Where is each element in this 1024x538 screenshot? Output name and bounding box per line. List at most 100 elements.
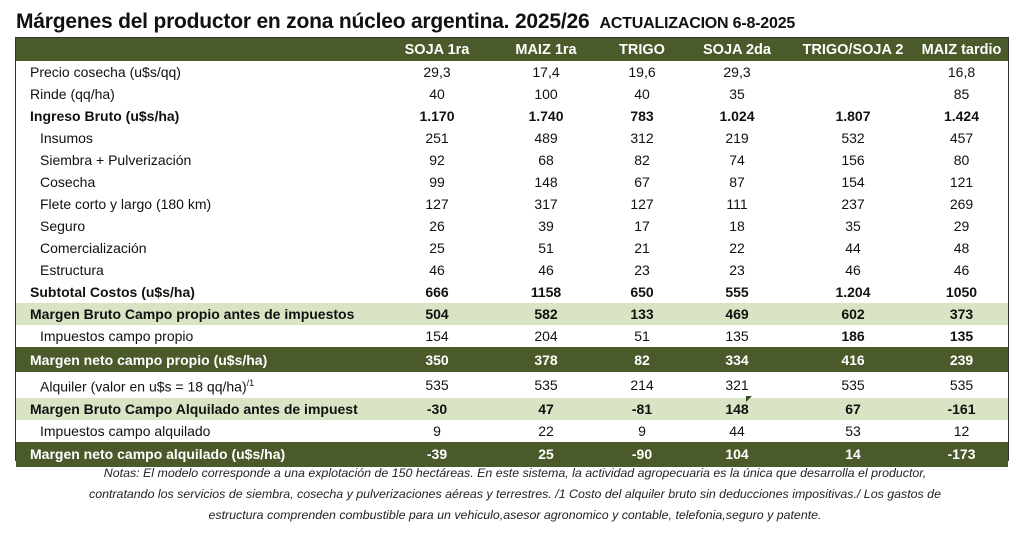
row-label: Comercialización [16, 237, 383, 259]
table-cell: 9 [433, 422, 441, 439]
table-cell [791, 61, 915, 83]
table-cell: 12 [953, 422, 970, 439]
header-row: SOJA 1ra MAIZ 1ra TRIGO SOJA 2da TRIGO/S… [16, 38, 1008, 61]
table-cell: 1.740 [528, 108, 564, 124]
table-row: Cosecha 99 148 67 87 154 121 [16, 171, 1008, 193]
table-cell: 74 [729, 152, 745, 168]
column-header: SOJA 2da [683, 38, 791, 61]
table-row: Estructura 46 46 23 23 46 46 [16, 259, 1008, 281]
table-cell: 535 [534, 376, 558, 393]
table-row: Rinde (qq/ha) 40 100 40 35 85 [16, 83, 1008, 105]
table-cell: 46 [953, 262, 970, 278]
table-cell: 18 [729, 218, 745, 234]
row-label-text: Comercialización [40, 240, 147, 256]
table-cell: 239 [915, 347, 1008, 372]
row-label-text: Margen neto campo alquilado (u$s/ha) [30, 446, 286, 463]
table-row: Impuestos campo propio 154 204 51 135 186 135 [16, 325, 1008, 347]
row-label-text: Cosecha [40, 174, 96, 190]
row-label-text: Estructura [40, 262, 104, 278]
row-label: Cosecha [16, 171, 383, 193]
table-cell: 582 [491, 303, 601, 325]
table-cell: 1.807 [835, 108, 871, 124]
table-cell: 555 [725, 284, 749, 300]
table-cell: 121 [949, 174, 974, 190]
table-cell: 350 [383, 347, 491, 372]
table-cell: 23 [634, 262, 650, 278]
row-label: Impuestos campo alquilado [16, 420, 383, 442]
table-cell: 373 [915, 303, 1008, 325]
table-cell: 237 [841, 196, 865, 212]
table-cell: 127 [630, 196, 654, 212]
update-date: ACTUALIZACION 6-8-2025 [599, 15, 796, 32]
row-label-text: Seguro [40, 218, 86, 234]
row-label-text: Alquiler (valor en u$s = 18 qq/ha) [40, 378, 247, 395]
table-cell: 334 [683, 347, 791, 372]
table-cell: 650 [630, 284, 654, 300]
row-label-text: Margen Bruto Campo propio antes de impue… [30, 306, 355, 322]
table-cell: -173 [915, 441, 1008, 467]
table-row: Impuestos campo alquilado 9 22 9 44 53 12 [16, 420, 1008, 442]
table-cell: 46 [538, 262, 554, 278]
row-label-text: Margen neto campo propio (u$s/ha) [30, 351, 268, 368]
column-header: TRIGO [601, 38, 683, 61]
table-row: Ingreso Bruto (u$s/ha) 1.170 1.740 783 1.024… [16, 105, 1008, 127]
table-row: Siembra + Pulverización 92 68 82 74 156 80 [16, 149, 1008, 171]
table-row: Subtotal Costos (u$s/ha) 666 1158 650 555 1.2… [16, 281, 1008, 303]
table-cell: 46 [845, 262, 861, 278]
table-cell: 1.424 [943, 108, 980, 124]
table-cell: 135 [949, 328, 974, 344]
table-cell: 82 [601, 347, 683, 372]
table-cell: 21 [634, 240, 650, 256]
table-cell: 1.024 [719, 108, 755, 124]
table-cell: 22 [538, 422, 554, 439]
table-cell: 214 [630, 376, 654, 393]
table-cell: 1050 [945, 284, 978, 300]
row-label-text: Flete corto y largo (180 km) [40, 196, 212, 212]
table-row: Precio cosecha (u$s/qq) 29,3 17,4 19,6 29,3 1… [16, 61, 1008, 83]
table-cell: 80 [953, 152, 970, 168]
table-cell: 133 [601, 303, 683, 325]
table-cell: 135 [725, 328, 749, 344]
table-cell: 25 [429, 240, 445, 256]
table-cell: 111 [726, 196, 748, 212]
table-cell: 1158 [530, 284, 562, 300]
table-cell: 29,3 [723, 64, 751, 80]
table-cell: 35 [729, 86, 745, 102]
table-cell: 44 [729, 422, 745, 439]
row-label: Siembra + Pulverización [16, 149, 383, 171]
cell-comment-marker [746, 396, 752, 402]
table-row: Margen Bruto Campo propio antes de impue… [16, 303, 1008, 325]
column-header: MAIZ tardio [915, 38, 1008, 61]
table-cell: 204 [534, 328, 558, 344]
table-cell: 154 [425, 328, 449, 344]
row-label-text: Subtotal Costos (u$s/ha) [30, 284, 195, 300]
table-cell: 29 [953, 218, 970, 234]
table-cell: 46 [429, 262, 445, 278]
table-cell: 16,8 [947, 64, 976, 80]
table-cell: 82 [634, 152, 650, 168]
row-label: Flete corto y largo (180 km) [16, 193, 383, 215]
table-cell: 535 [425, 376, 449, 393]
note-line: contratando los servicios de siembra, co… [89, 487, 941, 501]
table-cell: 47 [491, 397, 601, 420]
table-cell: 40 [634, 86, 650, 102]
table-cell: 504 [383, 303, 491, 325]
row-label: Seguro [16, 215, 383, 237]
table-cell: 35 [845, 218, 861, 234]
column-header: SOJA 1ra [383, 38, 491, 61]
table-cell: 148 [683, 397, 791, 420]
row-label-text: Ingreso Bruto (u$s/ha) [30, 108, 180, 124]
table-cell: -30 [383, 397, 491, 420]
row-label: Estructura [16, 259, 383, 281]
table-cell: 1.204 [835, 284, 871, 300]
row-label-text: Rinde (qq/ha) [30, 86, 115, 102]
row-label-text: Precio cosecha (u$s/qq) [30, 64, 181, 80]
page-title: Márgenes del productor en zona núcleo ar… [16, 10, 795, 34]
table-cell: 39 [538, 218, 554, 234]
table-cell: 489 [534, 130, 558, 146]
column-header: TRIGO/SOJA 2 [791, 38, 915, 61]
table-cell: 67 [634, 174, 650, 190]
table-cell: 416 [791, 347, 915, 372]
table-cell: 17,4 [532, 64, 560, 80]
table-cell: 23 [729, 262, 745, 278]
